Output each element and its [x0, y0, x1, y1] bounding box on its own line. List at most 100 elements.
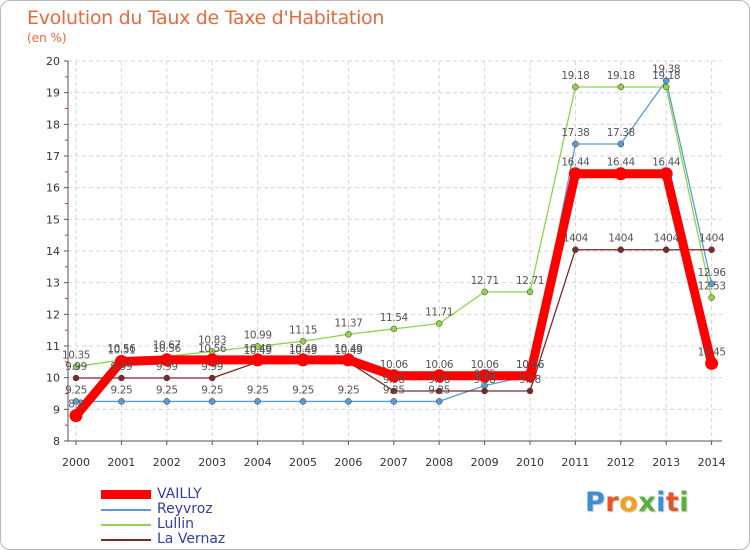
data-point-lullin: [526, 288, 534, 296]
data-point-lullin: [254, 343, 261, 350]
y-tick-label: 13: [46, 277, 60, 290]
data-point-reyvroz: [617, 140, 625, 148]
data-point-vailly: [659, 167, 673, 181]
data-point-vailly: [432, 369, 446, 383]
data-point-vailly: [387, 369, 401, 383]
data-label-lullin: 11.71: [425, 307, 453, 319]
x-tick-label: 2001: [107, 456, 135, 469]
data-label-reyvroz: 17.38: [561, 127, 589, 139]
data-point-reyvroz: [662, 77, 670, 84]
y-tick-label: 20: [46, 55, 60, 68]
data-point-la-vernaz: [208, 374, 216, 382]
x-tick-label: 2011: [561, 456, 589, 469]
y-tick-label: 12: [46, 308, 60, 321]
logo-letter: i: [656, 487, 666, 518]
x-tick-label: 2005: [289, 456, 317, 469]
data-point-la-vernaz: [435, 387, 443, 395]
data-label-reyvroz: 17.38: [607, 127, 635, 139]
data-label-lullin: 19.18: [652, 70, 680, 82]
data-point-lullin: [435, 320, 443, 327]
data-label-reyvroz: 10.06: [516, 359, 545, 371]
y-tick-label: 11: [46, 340, 60, 353]
data-label-vailly: 10.51: [107, 345, 135, 357]
data-point-reyvroz: [572, 140, 579, 148]
data-point-vailly: [341, 353, 355, 367]
data-label-lullin: 10.99: [244, 329, 272, 341]
x-tick-label: 2009: [471, 456, 499, 469]
y-tick-label: 15: [46, 213, 60, 226]
data-point-reyvroz: [345, 398, 352, 405]
legend-swatch: [101, 509, 151, 511]
data-label-lullin: 11.54: [380, 312, 409, 324]
data-label-lullin: 12.71: [471, 275, 499, 287]
data-point-lullin: [72, 363, 80, 370]
data-label-lullin: 19.18: [607, 70, 635, 82]
data-point-vailly: [160, 353, 174, 367]
data-point-la-vernaz: [72, 374, 80, 382]
data-label-reyvroz: 9.25: [428, 384, 450, 396]
legend-swatch: [101, 490, 151, 499]
data-label-lullin: 19.18: [561, 70, 589, 82]
data-label-vailly: 10.56: [198, 343, 227, 355]
data-point-lullin: [662, 83, 670, 91]
data-label-la-vernaz: 1404: [608, 233, 634, 245]
data-point-vailly: [568, 167, 582, 181]
data-label-la-vernaz: 10.49: [244, 345, 272, 357]
data-label-vailly: 10.06: [425, 359, 454, 371]
data-label-la-vernaz: 9.58: [519, 374, 541, 386]
data-point-la-vernaz: [118, 374, 125, 382]
data-label-reyvroz: 12.96: [698, 267, 727, 279]
data-label-vailly: 10.06: [516, 359, 545, 371]
data-point-lullin: [345, 331, 352, 338]
data-label-lullin: 12.71: [516, 275, 544, 287]
data-label-la-vernaz: 9.99: [156, 361, 178, 373]
logo-letter: i: [679, 487, 690, 518]
data-point-la-vernaz: [572, 246, 579, 253]
data-label-vailly: 10.49: [334, 343, 362, 355]
logo-letter: o: [619, 487, 639, 518]
data-label-reyvroz: 9.25: [65, 384, 87, 396]
data-label-vailly: 16.44: [607, 157, 636, 169]
data-label-lullin: 10.56: [107, 343, 136, 355]
chart-title: Evolution du Taux de Taxe d'Habitation: [27, 7, 385, 29]
data-label-lullin: 10.83: [198, 334, 226, 346]
y-unit-label: (en %): [27, 31, 67, 45]
y-tick-label: 8: [53, 435, 60, 448]
data-point-vailly: [478, 369, 492, 383]
x-tick-label: 2004: [244, 456, 272, 469]
data-label-reyvroz: 9.25: [383, 384, 405, 396]
data-label-vailly: 10.49: [289, 343, 317, 355]
data-point-reyvroz: [435, 398, 443, 405]
data-label-la-vernaz: 9.58: [428, 374, 450, 386]
legend-label: Reyvroz: [157, 501, 213, 517]
x-tick-label: 2000: [62, 456, 90, 469]
data-label-la-vernaz: 1404: [699, 233, 725, 245]
proxiti-logo: Proxiti: [585, 487, 689, 518]
data-point-la-vernaz: [526, 387, 534, 395]
y-tick-label: 9: [53, 403, 60, 416]
data-point-reyvroz: [72, 398, 80, 405]
data-label-reyvroz: 9.25: [338, 384, 360, 396]
data-label-reyvroz: 9.25: [247, 384, 269, 396]
data-point-lullin: [390, 325, 398, 333]
x-tick-label: 2007: [380, 456, 408, 469]
y-tick-label: 16: [46, 182, 60, 195]
logo-letter: r: [605, 487, 620, 518]
data-point-lullin: [572, 83, 579, 91]
y-tick-label: 14: [46, 245, 60, 258]
legend-label: La Vernaz: [157, 531, 226, 547]
data-label-la-vernaz: 9.58: [383, 374, 405, 386]
legend-swatch: [101, 539, 151, 541]
y-tick-label: 18: [46, 118, 60, 131]
data-point-lullin: [708, 294, 715, 301]
data-label-la-vernaz: 9.58: [474, 374, 496, 386]
data-point-vailly: [114, 355, 128, 369]
data-point-reyvroz: [208, 398, 216, 405]
data-label-lullin: 12.53: [698, 281, 726, 293]
x-tick-label: 2002: [153, 456, 181, 469]
data-label-reyvroz: 9.25: [292, 384, 314, 396]
data-label-la-vernaz: 10.49: [289, 345, 317, 357]
data-point-vailly: [69, 409, 83, 423]
data-point-vailly: [614, 167, 628, 181]
